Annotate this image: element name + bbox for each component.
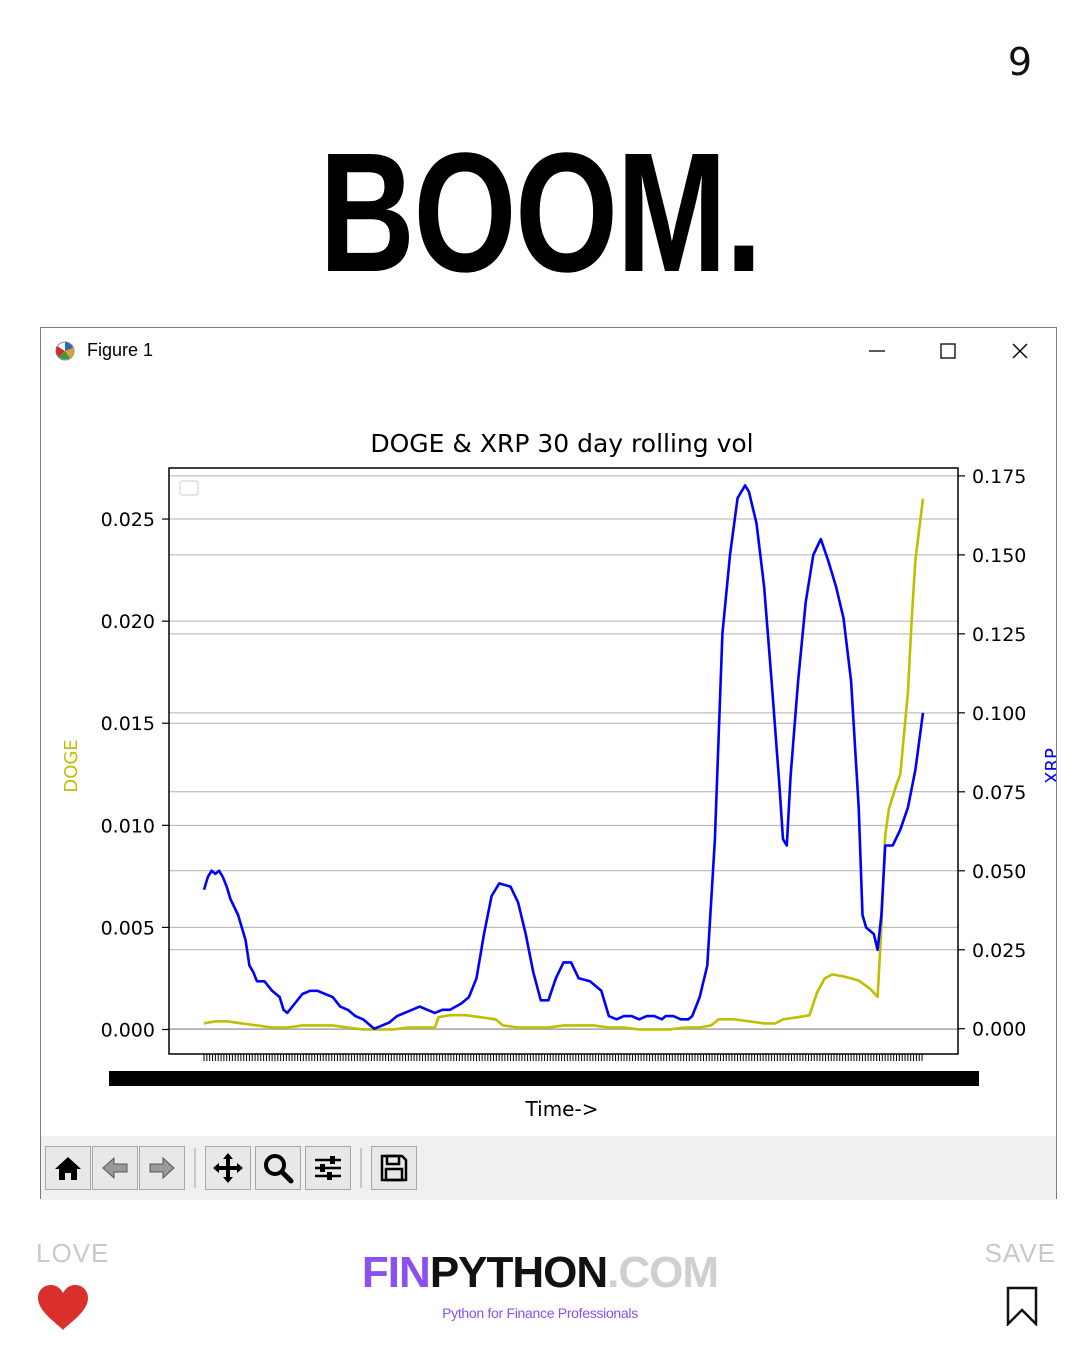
brand-tagline: Python for Finance Professionals <box>442 1305 638 1321</box>
home-button[interactable] <box>45 1146 91 1190</box>
subplots-icon <box>315 1156 341 1180</box>
figure-window: Figure 1 DOGE & XRP 30 day rolling vol 0… <box>40 327 1063 1200</box>
zoom-button[interactable] <box>255 1146 301 1190</box>
minimize-button[interactable] <box>854 334 900 368</box>
toolbar-separator <box>194 1148 196 1188</box>
right-tick-label: 0.100 <box>972 703 1026 725</box>
right-tick-label: 0.150 <box>972 545 1026 567</box>
matplotlib-logo-icon <box>55 341 75 361</box>
brand-python: PYTHON <box>429 1248 608 1297</box>
left-tick-label: 0.025 <box>101 509 155 531</box>
legend-box <box>179 480 199 496</box>
right-tick-label: 0.075 <box>972 782 1026 804</box>
right-tick-label: 0.025 <box>972 940 1026 962</box>
right-tick-label: 0.050 <box>972 861 1026 883</box>
back-button[interactable] <box>92 1146 138 1190</box>
series-layer <box>202 484 925 1031</box>
left-tick-label: 0.015 <box>101 713 155 735</box>
navigation-toolbar <box>41 1136 1056 1200</box>
headline: BOOM. <box>319 118 762 308</box>
toolbar-separator <box>360 1148 362 1188</box>
y-axis-label-left: DOGE <box>61 739 82 792</box>
x-tick-labels-overlap <box>109 1071 979 1086</box>
series-line-doge <box>203 498 925 1031</box>
x-axis-label: Time-> <box>525 1097 599 1121</box>
love-label: LOVE <box>36 1238 110 1268</box>
left-axis-ticks: 0.000 0.005 0.010 0.015 0.020 0.025 <box>101 509 169 1041</box>
right-tick-label: 0.125 <box>972 624 1026 646</box>
left-tick-label: 0.005 <box>101 917 155 939</box>
minimize-icon <box>869 350 885 352</box>
bookmark-icon[interactable] <box>1006 1286 1038 1326</box>
right-axis-ticks: 0.000 0.025 0.050 0.075 0.100 0.125 0.150 0.175 <box>958 466 1026 1041</box>
window-title: Figure 1 <box>87 340 154 360</box>
heart-icon[interactable] <box>36 1284 90 1332</box>
back-arrow-icon <box>102 1156 128 1180</box>
close-button[interactable] <box>997 334 1043 368</box>
right-tick-label: 0.175 <box>972 466 1026 488</box>
save-label: SAVE <box>984 1238 1056 1268</box>
plot-area-frame <box>168 467 959 1055</box>
title-bar[interactable]: Figure 1 <box>41 328 1056 374</box>
brand-logo[interactable]: FINPYTHON.COM <box>0 1248 1080 1298</box>
save-figure-button[interactable] <box>371 1146 417 1190</box>
maximize-icon <box>940 343 956 359</box>
x-axis-ticks <box>203 1054 923 1061</box>
pan-icon <box>213 1153 243 1183</box>
brand-com: .COM <box>607 1248 719 1297</box>
forward-arrow-icon <box>149 1156 175 1180</box>
page-number: 9 <box>1007 40 1032 84</box>
figure-canvas[interactable]: DOGE & XRP 30 day rolling vol 0.000 0.005… <box>41 374 1063 1136</box>
forward-button[interactable] <box>139 1146 185 1190</box>
left-tick-label: 0.010 <box>101 815 155 837</box>
home-icon <box>55 1157 81 1180</box>
left-tick-label: 0.000 <box>101 1019 155 1041</box>
zoom-icon <box>264 1154 294 1184</box>
brand-fin: FIN <box>361 1248 431 1297</box>
subplots-button[interactable] <box>305 1146 351 1190</box>
chart-title: DOGE & XRP 30 day rolling vol <box>370 429 753 458</box>
chart-grid <box>169 475 958 1030</box>
y-axis-label-right: XRP <box>1042 748 1056 784</box>
right-tick-label: 0.000 <box>972 1019 1026 1041</box>
series-line-xrp <box>202 484 925 1030</box>
save-icon <box>380 1154 408 1182</box>
close-icon <box>1012 343 1028 359</box>
maximize-button[interactable] <box>925 334 971 368</box>
pan-button[interactable] <box>205 1146 251 1190</box>
chart-svg: DOGE & XRP 30 day rolling vol 0.000 0.005… <box>61 429 1063 1121</box>
left-tick-label: 0.020 <box>101 611 155 633</box>
